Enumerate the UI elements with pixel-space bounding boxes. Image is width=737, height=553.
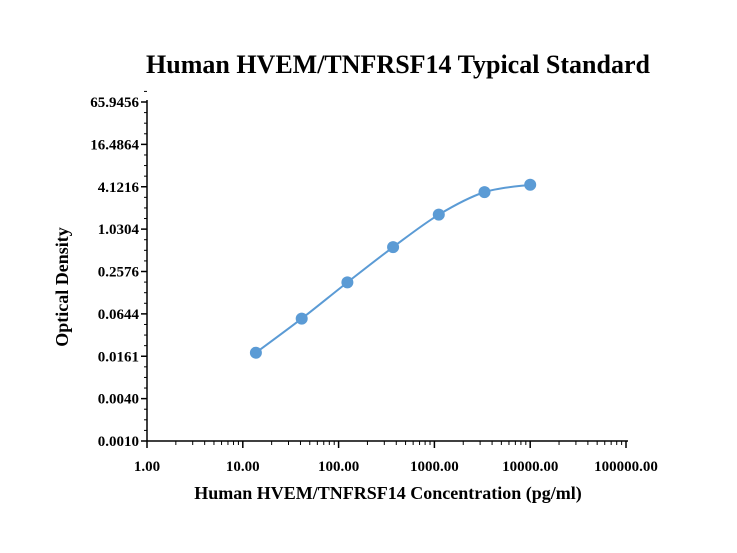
- data-point: [524, 178, 537, 191]
- chart-title: Human HVEM/TNFRSF14 Typical Standard: [146, 50, 650, 79]
- x-tick-label: 1.00: [134, 459, 160, 475]
- y-tick-label: 0.2576: [98, 265, 140, 281]
- data-point: [478, 186, 491, 199]
- series-group: [249, 178, 537, 359]
- y-tick-label: 0.0644: [98, 307, 140, 323]
- y-tick-label: 65.9456: [90, 95, 139, 111]
- y-axis-ticks: 0.0010 0.0040 0.0161 0.0644 0.2576 1.0304 4.12…: [90, 90, 147, 450]
- x-axis-label: Human HVEM/TNFRSF14 Concentration (pg/ml…: [194, 483, 582, 504]
- x-tick-label: 10000.00: [502, 459, 558, 475]
- x-tick-label: 1000.00: [410, 459, 459, 475]
- y-tick-label: 16.4864: [90, 137, 139, 153]
- y-tick-label: 1.0304: [98, 222, 140, 238]
- data-point: [249, 346, 262, 359]
- y-tick-label: 0.0010: [98, 434, 139, 450]
- y-tick-label: 0.0161: [98, 349, 139, 365]
- x-tick-label: 100.00: [318, 459, 359, 475]
- data-point: [387, 241, 400, 254]
- x-tick-label: 100000.00: [594, 459, 658, 475]
- data-point: [432, 208, 445, 221]
- series-line: [255, 183, 531, 354]
- data-point: [295, 312, 308, 325]
- axes: [146, 100, 628, 442]
- x-tick-label: 10.00: [226, 459, 260, 475]
- y-axis-label: Optical Density: [52, 227, 72, 347]
- x-axis-ticks: 1.00 10.00 100.00 1000.00 10000.00 100000.00: [134, 441, 658, 475]
- y-tick-label: 0.0040: [98, 392, 139, 408]
- data-point: [341, 276, 354, 289]
- y-tick-label: 4.1216: [98, 180, 140, 196]
